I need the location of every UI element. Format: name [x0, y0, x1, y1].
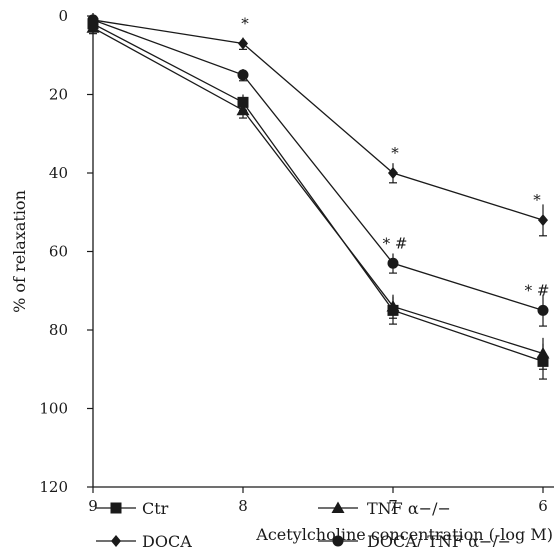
x-tick-label: 9: [88, 497, 98, 515]
significance-annotation: *: [241, 14, 249, 32]
data-point: [238, 37, 248, 50]
y-tick-label: 0: [58, 7, 68, 25]
data-point: [237, 69, 249, 81]
x-axis-title: Acetylcholine concentration (-log M): [255, 525, 553, 544]
legend-label: DOCA: [142, 532, 192, 547]
series-line: [92, 27, 544, 355]
significance-annotation: *: [533, 191, 541, 209]
legend-marker-diamond: [111, 535, 121, 547]
legend-item: DOCA: [96, 532, 192, 547]
data-point: [387, 257, 399, 269]
y-tick-label: 20: [49, 86, 68, 104]
x-tick-label: 8: [238, 497, 248, 515]
data-point: [388, 167, 398, 179]
legend: Ctr TNF α−/− DOCA DOCA/ TNF α−/−: [96, 499, 511, 547]
data-point: [87, 14, 99, 26]
data-point: [537, 304, 549, 316]
x-tick-label: 6: [538, 497, 548, 515]
x-tick-label: 7: [388, 497, 398, 515]
series-square: [87, 17, 549, 380]
y-tick-label: 80: [49, 321, 68, 339]
axes: 0 20 40 60 80 100 120 9 8 7 6: [39, 7, 554, 515]
data-point: [236, 103, 250, 116]
legend-item: TNF α−/−: [318, 499, 451, 518]
y-tick-label: 120: [39, 478, 68, 496]
significance-annotation: *: [391, 144, 399, 162]
legend-label: Ctr: [142, 499, 169, 518]
data-point: [86, 21, 100, 33]
legend-item: Ctr: [96, 499, 169, 518]
significance-annotation: * #: [525, 281, 550, 299]
legend-item: DOCA/ TNF α−/−: [318, 532, 511, 547]
significance-annotation: * #: [383, 234, 408, 252]
legend-marker-circle: [332, 535, 344, 547]
y-tick-label: 100: [39, 400, 68, 418]
series-line: [92, 19, 544, 311]
series-diamond: [88, 13, 548, 237]
legend-marker-square: [110, 502, 122, 514]
y-tick-label: 40: [49, 164, 68, 182]
series-line: [92, 19, 544, 221]
legend-label: TNF α−/−: [367, 499, 451, 518]
series-circle: [87, 14, 549, 327]
legend-label: DOCA/ TNF α−/−: [367, 532, 511, 547]
series-line: [92, 23, 544, 363]
y-tick-label: 60: [49, 243, 68, 261]
data-point: [536, 347, 550, 359]
data-point: [538, 214, 548, 227]
data-point: [386, 299, 400, 312]
y-axis-title: % of relaxation: [10, 190, 29, 313]
series-triangle: [86, 21, 550, 370]
legend-marker-triangle: [331, 501, 345, 513]
